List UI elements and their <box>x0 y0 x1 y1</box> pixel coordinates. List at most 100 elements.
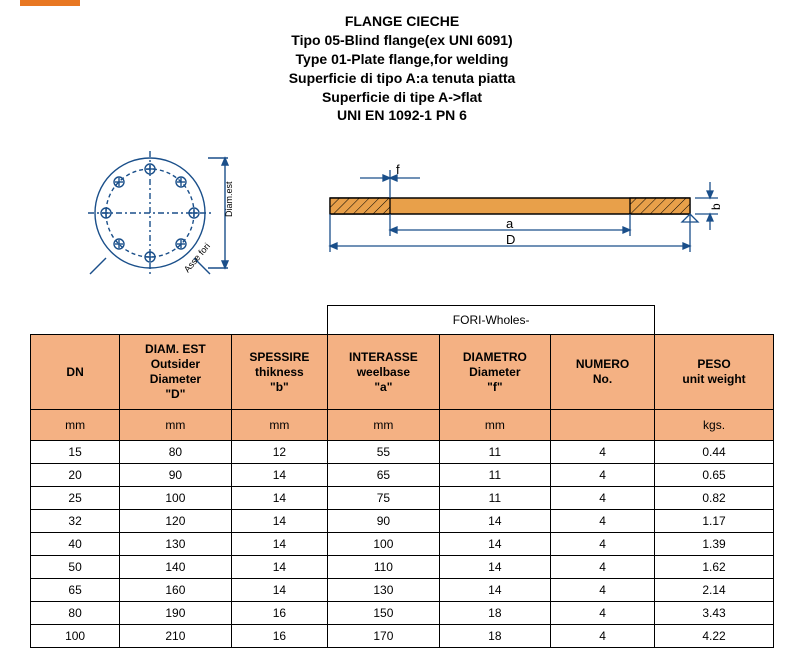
table-cell: 1.17 <box>655 510 774 533</box>
table-cell: 130 <box>120 533 231 556</box>
table-cell: 15 <box>31 441 120 464</box>
table-cell: 90 <box>120 464 231 487</box>
label-b: b <box>709 203 723 210</box>
unit-cell: mm <box>231 410 328 441</box>
table-cell: 20 <box>31 464 120 487</box>
fori-wholes-header: FORI-Wholes- <box>328 306 655 335</box>
unit-cell: kgs. <box>655 410 774 441</box>
col-diametro: DIAMETRO Diameter "f" <box>439 335 550 410</box>
table-cell: 11 <box>439 441 550 464</box>
table-cell: 14 <box>231 487 328 510</box>
table-cell: 65 <box>31 579 120 602</box>
table-cell: 4 <box>551 464 655 487</box>
table-cell: 65 <box>328 464 439 487</box>
table-cell: 1.39 <box>655 533 774 556</box>
document-title-block: FLANGE CIECHE Tipo 05-Blind flange(ex UN… <box>0 12 804 125</box>
table-cell: 130 <box>328 579 439 602</box>
table-cell: 14 <box>231 464 328 487</box>
label-D: D <box>506 232 515 247</box>
flange-data-table: FORI-Wholes- DN DIAM. EST Outsider Diame… <box>30 305 774 648</box>
table-cell: 14 <box>439 556 550 579</box>
table-cell: 100 <box>120 487 231 510</box>
table-cell: 100 <box>328 533 439 556</box>
table-cell: 4 <box>551 510 655 533</box>
table-cell: 2.14 <box>655 579 774 602</box>
table-cell: 80 <box>120 441 231 464</box>
unit-cell <box>551 410 655 441</box>
table-cell: 4 <box>551 441 655 464</box>
table-cell: 190 <box>120 602 231 625</box>
table-cell: 18 <box>439 602 550 625</box>
table-cell: 14 <box>231 533 328 556</box>
table-row: 158012551140.44 <box>31 441 774 464</box>
label-asse-fori: Asse fori <box>182 241 212 274</box>
table-row: 50140141101441.62 <box>31 556 774 579</box>
flange-front-view: Diam.est Asse fori <box>70 143 260 283</box>
table-cell: 4 <box>551 602 655 625</box>
table-cell: 14 <box>231 510 328 533</box>
col-spessire: SPESSIRE thikness "b" <box>231 335 328 410</box>
table-cell: 11 <box>439 487 550 510</box>
title-line-3: Type 01-Plate flange,for welding <box>0 50 804 69</box>
title-line-5: Superficie di tipe A->flat <box>0 88 804 107</box>
table-cell: 4 <box>551 579 655 602</box>
col-dn: DN <box>31 335 120 410</box>
table-row: 40130141001441.39 <box>31 533 774 556</box>
table-cell: 4 <box>551 533 655 556</box>
table-cell: 210 <box>120 625 231 648</box>
table-cell: 120 <box>120 510 231 533</box>
col-interasse: INTERASSE weelbase "a" <box>328 335 439 410</box>
super-header-row: FORI-Wholes- <box>31 306 774 335</box>
title-line-2: Tipo 05-Blind flange(ex UNI 6091) <box>0 31 804 50</box>
table-cell: 18 <box>439 625 550 648</box>
unit-cell: mm <box>31 410 120 441</box>
table-cell: 140 <box>120 556 231 579</box>
table-cell: 12 <box>231 441 328 464</box>
unit-cell: mm <box>120 410 231 441</box>
label-diam-est: Diam.est <box>224 181 234 217</box>
table-cell: 110 <box>328 556 439 579</box>
table-cell: 16 <box>231 625 328 648</box>
title-line-6: UNI EN 1092-1 PN 6 <box>0 106 804 125</box>
table-cell: 4 <box>551 487 655 510</box>
table-cell: 1.62 <box>655 556 774 579</box>
table-cell: 160 <box>120 579 231 602</box>
table-cell: 0.82 <box>655 487 774 510</box>
table-cell: 4.22 <box>655 625 774 648</box>
table-cell: 40 <box>31 533 120 556</box>
unit-row: mm mm mm mm mm kgs. <box>31 410 774 441</box>
table-cell: 80 <box>31 602 120 625</box>
table-cell: 3.43 <box>655 602 774 625</box>
unit-cell: mm <box>328 410 439 441</box>
top-accent-bar <box>20 0 80 6</box>
table-cell: 55 <box>328 441 439 464</box>
table-cell: 150 <box>328 602 439 625</box>
table-cell: 50 <box>31 556 120 579</box>
table-cell: 32 <box>31 510 120 533</box>
diagram-row: Diam.est Asse fori <box>0 143 804 283</box>
col-diam-est: DIAM. EST Outsider Diameter "D" <box>120 335 231 410</box>
table-cell: 0.65 <box>655 464 774 487</box>
column-header-row: DN DIAM. EST Outsider Diameter "D" SPESS… <box>31 335 774 410</box>
table-row: 100210161701844.22 <box>31 625 774 648</box>
table-cell: 25 <box>31 487 120 510</box>
table-cell: 90 <box>328 510 439 533</box>
table-row: 3212014901441.17 <box>31 510 774 533</box>
table-cell: 4 <box>551 625 655 648</box>
flange-side-view: f a D b <box>300 158 730 268</box>
table-cell: 14 <box>231 579 328 602</box>
col-peso: PESO unit weight <box>655 335 774 410</box>
table-cell: 14 <box>439 510 550 533</box>
title-line-1: FLANGE CIECHE <box>0 12 804 31</box>
table-cell: 75 <box>328 487 439 510</box>
table-row: 80190161501843.43 <box>31 602 774 625</box>
unit-cell: mm <box>439 410 550 441</box>
table-row: 2510014751140.82 <box>31 487 774 510</box>
table-cell: 14 <box>231 556 328 579</box>
label-a: a <box>506 216 514 231</box>
table-cell: 14 <box>439 579 550 602</box>
table-cell: 0.44 <box>655 441 774 464</box>
table-row: 209014651140.65 <box>31 464 774 487</box>
table-cell: 14 <box>439 533 550 556</box>
table-cell: 170 <box>328 625 439 648</box>
